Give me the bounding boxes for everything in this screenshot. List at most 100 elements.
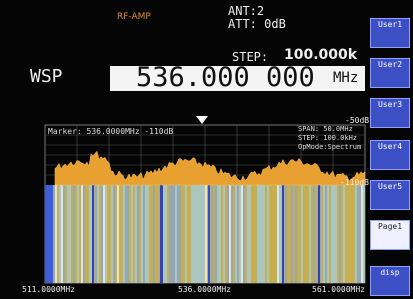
waterfall-stripe (291, 185, 293, 283)
waterfall-stripe (131, 185, 133, 283)
waterfall-stripe (221, 185, 223, 283)
waterfall-stripe (135, 185, 137, 283)
waterfall-stripe (273, 185, 275, 283)
soft-key[interactable]: disp (370, 266, 410, 296)
waterfall-stripe (299, 185, 301, 283)
waterfall-stripe (53, 185, 55, 283)
waterfall-stripe (155, 185, 157, 283)
waterfall-stripe (225, 185, 227, 283)
waterfall-stripe (165, 185, 167, 283)
waterfall-stripe (297, 185, 299, 283)
waterfall-stripe (287, 185, 289, 283)
waterfall-stripe (83, 185, 85, 283)
waterfall-stripe (79, 185, 81, 283)
waterfall-stripe (255, 185, 257, 283)
waterfall-stripe (101, 185, 103, 283)
waterfall-stripe (263, 185, 265, 283)
waterfall-stripe (315, 185, 317, 283)
waterfall-stripe (237, 185, 239, 283)
waterfall-band (92, 185, 94, 283)
waterfall (45, 185, 365, 283)
waterfall-stripe (321, 185, 323, 283)
waterfall-stripe (107, 185, 109, 283)
waterfall-stripe (77, 185, 79, 283)
waterfall-stripe (359, 185, 361, 283)
waterfall-stripe (175, 185, 177, 283)
waterfall-band (45, 185, 53, 283)
waterfall-stripe (157, 185, 159, 283)
waterfall-stripe (305, 185, 307, 283)
waterfall-stripe (251, 185, 253, 283)
waterfall-stripe (153, 185, 155, 283)
waterfall-stripe (59, 185, 61, 283)
waterfall-stripe (127, 185, 129, 283)
waterfall-stripe (233, 185, 235, 283)
waterfall-stripe (145, 185, 147, 283)
waterfall-stripe (269, 185, 271, 283)
soft-key[interactable]: User1 (370, 18, 410, 48)
waterfall-stripe (253, 185, 255, 283)
waterfall-stripe (235, 185, 237, 283)
waterfall-stripe (267, 185, 269, 283)
waterfall-stripe (63, 185, 65, 283)
waterfall-stripe (133, 185, 135, 283)
waterfall-stripe (323, 185, 325, 283)
waterfall-stripe (105, 185, 107, 283)
waterfall-stripe (109, 185, 111, 283)
waterfall-stripe (239, 185, 241, 283)
x-label: 511.0000MHz (22, 285, 75, 294)
waterfall-stripe (89, 185, 91, 283)
waterfall-stripe (103, 185, 105, 283)
waterfall-stripe (137, 185, 139, 283)
ref-level: -50dB (345, 116, 369, 125)
waterfall-stripe (193, 185, 195, 283)
waterfall-stripe (123, 185, 125, 283)
waterfall-stripe (271, 185, 273, 283)
soft-key[interactable]: User5 (370, 180, 410, 210)
waterfall-stripe (75, 185, 77, 283)
waterfall-stripe (329, 185, 331, 283)
waterfall-stripe (167, 185, 169, 283)
waterfall-stripe (215, 185, 217, 283)
soft-key[interactable]: User3 (370, 98, 410, 128)
waterfall-stripe (81, 185, 83, 283)
waterfall-stripe (311, 185, 313, 283)
waterfall-stripe (113, 185, 115, 283)
soft-key[interactable]: User2 (370, 58, 410, 88)
waterfall-stripe (355, 185, 357, 283)
opmode: OpMode:Spectrum (298, 143, 361, 151)
waterfall-stripe (61, 185, 63, 283)
waterfall-stripe (219, 185, 221, 283)
waterfall-stripe (285, 185, 287, 283)
waterfall-stripe (139, 185, 141, 283)
waterfall-stripe (55, 185, 57, 283)
waterfall-stripe (179, 185, 181, 283)
waterfall-stripe (301, 185, 303, 283)
waterfall-stripe (97, 185, 99, 283)
step: STEP: 100.0kHz (298, 134, 357, 142)
waterfall-stripe (307, 185, 309, 283)
waterfall-stripe (363, 185, 365, 283)
waterfall-stripe (147, 185, 149, 283)
waterfall-stripe (181, 185, 183, 283)
waterfall-stripe (357, 185, 359, 283)
waterfall-stripe (65, 185, 67, 283)
waterfall-stripe (277, 185, 279, 283)
waterfall-stripe (125, 185, 127, 283)
waterfall-stripe (227, 185, 229, 283)
waterfall-stripe (211, 185, 213, 283)
waterfall-stripe (111, 185, 113, 283)
waterfall-stripe (341, 185, 343, 283)
floor-level: -110dB (340, 178, 369, 187)
waterfall-stripe (95, 185, 97, 283)
waterfall-stripe (223, 185, 225, 283)
waterfall-stripe (149, 185, 151, 283)
waterfall-stripe (197, 185, 199, 283)
x-label: 561.0000MHz (312, 285, 365, 294)
waterfall-stripe (275, 185, 277, 283)
waterfall-stripe (345, 185, 347, 283)
soft-key[interactable]: User4 (370, 140, 410, 170)
waterfall-stripe (141, 185, 143, 283)
waterfall-stripe (185, 185, 187, 283)
soft-key[interactable]: Page1 (370, 220, 410, 250)
